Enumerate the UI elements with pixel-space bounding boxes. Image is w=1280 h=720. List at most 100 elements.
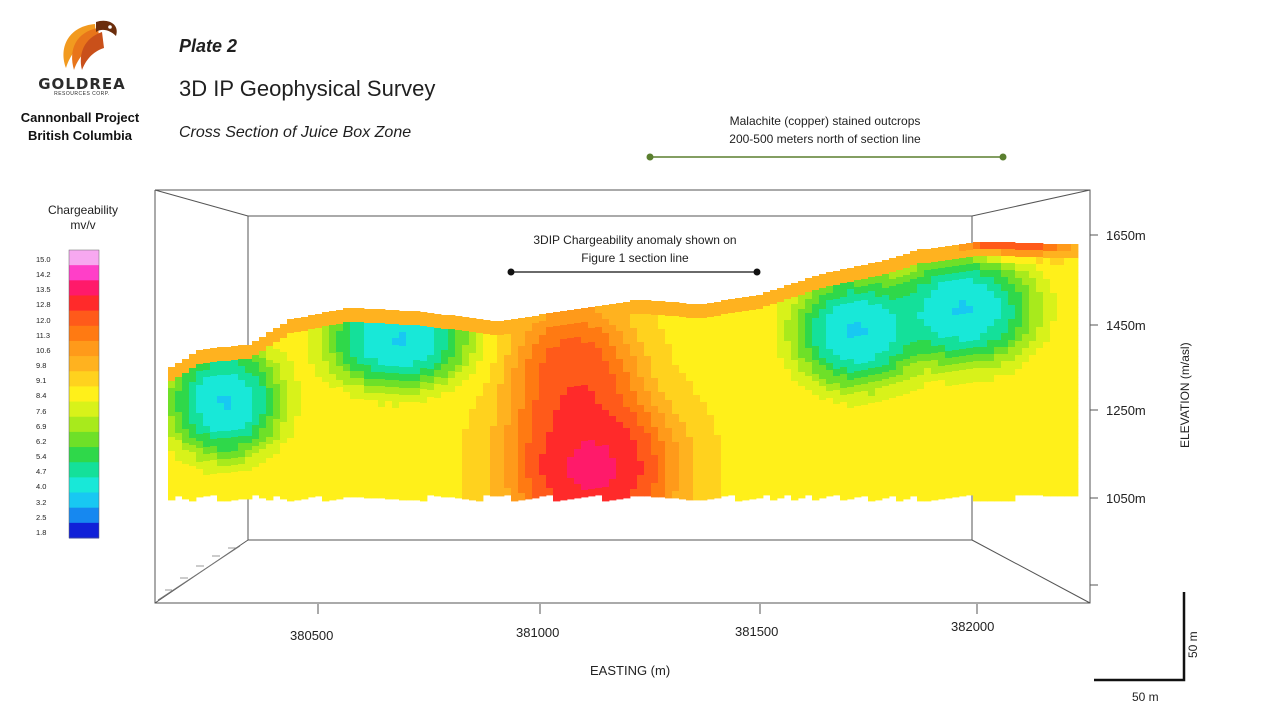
heatmap-cell — [658, 406, 666, 414]
heatmap-cell — [420, 466, 428, 474]
heatmap-cell — [259, 456, 267, 464]
heatmap-cell — [399, 409, 407, 417]
heatmap-cell — [931, 318, 939, 326]
heatmap-cell — [329, 332, 337, 340]
heatmap-cell — [504, 488, 512, 496]
heatmap-cell — [616, 303, 624, 311]
heatmap-cell — [658, 315, 666, 323]
heatmap-cell — [1043, 454, 1051, 462]
heatmap-cell — [175, 398, 183, 406]
heatmap-cell — [441, 441, 449, 449]
heatmap-cell — [959, 279, 967, 287]
heatmap-cell — [462, 485, 470, 493]
heatmap-cell — [1036, 355, 1044, 363]
heatmap-cell — [833, 334, 841, 342]
heatmap-cell — [735, 459, 743, 467]
heatmap-cell — [868, 417, 876, 425]
heatmap-cell — [1001, 438, 1009, 446]
scale-bar — [1094, 592, 1186, 682]
heatmap-cell — [1001, 277, 1009, 285]
heatmap-cell — [931, 297, 939, 305]
heatmap-cell — [588, 335, 596, 343]
heatmap-cell — [203, 440, 211, 448]
heatmap-cell — [938, 387, 946, 395]
heatmap-cell — [700, 346, 708, 354]
heatmap-cell — [567, 485, 575, 493]
heatmap-cell — [259, 400, 267, 408]
heatmap-cell — [609, 486, 617, 494]
heatmap-cell — [686, 353, 694, 361]
heatmap-cell — [679, 303, 687, 311]
heatmap-cell — [1064, 307, 1072, 315]
heatmap-cell — [973, 480, 981, 488]
heatmap-cell — [791, 472, 799, 480]
heatmap-cell — [945, 435, 953, 443]
heatmap-cell — [385, 457, 393, 465]
heatmap-cell — [756, 295, 764, 303]
heatmap-cell — [812, 346, 820, 354]
heatmap-cell — [560, 409, 568, 417]
heatmap-cell — [924, 347, 932, 355]
heatmap-cell — [266, 381, 274, 389]
heatmap-cell — [924, 389, 932, 397]
heatmap-cell — [980, 263, 988, 271]
heatmap-cell — [882, 323, 890, 331]
heatmap-cell — [357, 476, 365, 484]
heatmap-cell — [1043, 272, 1051, 280]
heatmap-cell — [616, 394, 624, 402]
heatmap-cell — [259, 484, 267, 492]
heatmap-cell — [931, 437, 939, 445]
heatmap-cell — [490, 447, 498, 455]
heatmap-cell — [1064, 426, 1072, 434]
heatmap-cell — [497, 377, 505, 385]
legend-swatch — [69, 431, 99, 448]
heatmap-cell — [966, 299, 974, 307]
heatmap-cell — [777, 386, 785, 394]
heatmap-cell — [805, 383, 813, 391]
heatmap-cell — [966, 257, 974, 265]
legend-tick-label: 2.5 — [36, 512, 47, 522]
heatmap-cell — [245, 450, 253, 458]
heatmap-cell — [973, 277, 981, 285]
heatmap-cell — [210, 376, 218, 384]
heatmap-cell — [532, 484, 540, 492]
heatmap-cell — [637, 391, 645, 399]
heatmap-cell — [357, 329, 365, 337]
heatmap-cell — [406, 493, 414, 501]
y-tick-1250: 1250m — [1106, 403, 1146, 418]
heatmap-cell — [1022, 453, 1030, 461]
legend-swatch — [69, 310, 99, 327]
heatmap-cell — [483, 362, 491, 370]
heatmap-cell — [427, 453, 435, 461]
heatmap-cell — [511, 319, 519, 327]
heatmap-cell — [840, 339, 848, 347]
heatmap-cell — [889, 321, 897, 329]
heatmap-cell — [826, 356, 834, 364]
heatmap-cell — [868, 361, 876, 369]
heatmap-cell — [938, 478, 946, 486]
heatmap-cell — [714, 358, 722, 366]
heatmap-cell — [833, 320, 841, 328]
heatmap-cell — [308, 357, 316, 365]
heatmap-cell — [483, 425, 491, 433]
heatmap-cell — [840, 493, 848, 501]
heatmap-cell — [707, 450, 715, 458]
heatmap-cell — [280, 471, 288, 479]
heatmap-cell — [539, 489, 547, 497]
heatmap-cell — [469, 479, 477, 487]
heatmap-cell — [182, 492, 190, 500]
heatmap-cell — [357, 322, 365, 330]
heatmap-cell — [707, 464, 715, 472]
heatmap-cell — [462, 422, 470, 430]
heatmap-cell — [1057, 272, 1065, 280]
heatmap-cell — [476, 333, 484, 341]
heatmap-cell — [910, 321, 918, 329]
heatmap-cell — [392, 338, 400, 346]
heatmap-cell — [693, 374, 701, 382]
heatmap-cell — [924, 452, 932, 460]
heatmap-cell — [448, 462, 456, 470]
heatmap-cell — [931, 290, 939, 298]
heatmap-cell — [910, 258, 918, 266]
heatmap-cell — [889, 405, 897, 413]
heatmap-cell — [749, 338, 757, 346]
